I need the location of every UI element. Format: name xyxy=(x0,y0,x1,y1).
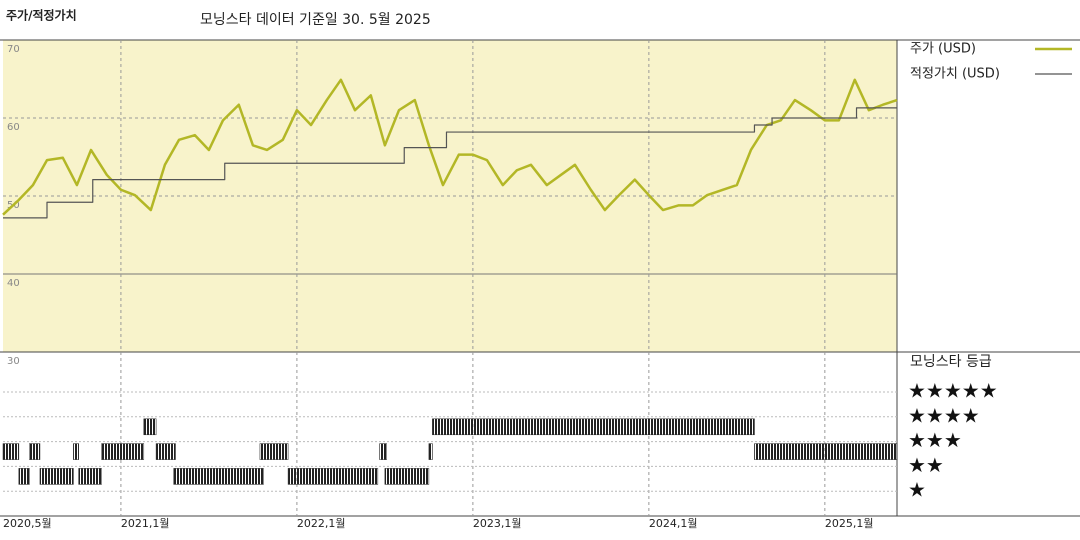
y-tick-label: 30 xyxy=(7,356,20,367)
x-tick-label: 2025,1월 xyxy=(825,517,874,530)
y-tick-label: 60 xyxy=(7,122,20,133)
y-tick-label: 40 xyxy=(7,278,20,289)
rating-bar xyxy=(155,443,176,460)
rating-bar xyxy=(754,443,898,460)
legend-label: 적정가치 (USD) xyxy=(910,67,1000,82)
rating-bar xyxy=(29,443,41,460)
rating-level-label: ★★★★ xyxy=(908,403,980,427)
rating-bar xyxy=(428,443,433,460)
rating-bar xyxy=(379,443,387,460)
rating-bar xyxy=(2,443,20,460)
x-tick-label: 2021,1월 xyxy=(121,517,170,530)
x-tick-label: 2023,1월 xyxy=(473,517,522,530)
rating-bar xyxy=(384,468,430,485)
series-line xyxy=(3,107,897,219)
rating-bar xyxy=(18,468,30,485)
y-tick-label: 70 xyxy=(7,44,20,55)
rating-bar xyxy=(78,468,102,485)
rating-bar xyxy=(432,418,755,436)
rating-bar xyxy=(101,443,145,460)
chart-title: 주가/적정가치 xyxy=(6,8,77,23)
rating-bar xyxy=(173,468,264,485)
rating-bar xyxy=(287,468,379,485)
series-line xyxy=(2,78,898,216)
rating-bar xyxy=(143,418,157,436)
rating-level-label: ★★★ xyxy=(908,428,962,452)
rating-title: 모닝스타 등급 xyxy=(910,354,992,370)
legend-label: 주가 (USD) xyxy=(910,42,976,57)
x-tick-label: 2022,1월 xyxy=(297,517,346,530)
rating-bar xyxy=(73,443,79,460)
rating-bar xyxy=(39,468,74,485)
x-tick-label: 2020,5월 xyxy=(3,517,52,530)
rating-bar xyxy=(259,443,289,460)
rating-level-label: ★ xyxy=(908,478,926,502)
rating-level-label: ★★ xyxy=(908,453,944,477)
rating-level-label: ★★★★★ xyxy=(908,379,998,403)
chart-subtitle: 모닝스타 데이터 기준일 30. 5월 2025 xyxy=(200,12,431,28)
x-tick-label: 2024,1월 xyxy=(649,517,698,530)
